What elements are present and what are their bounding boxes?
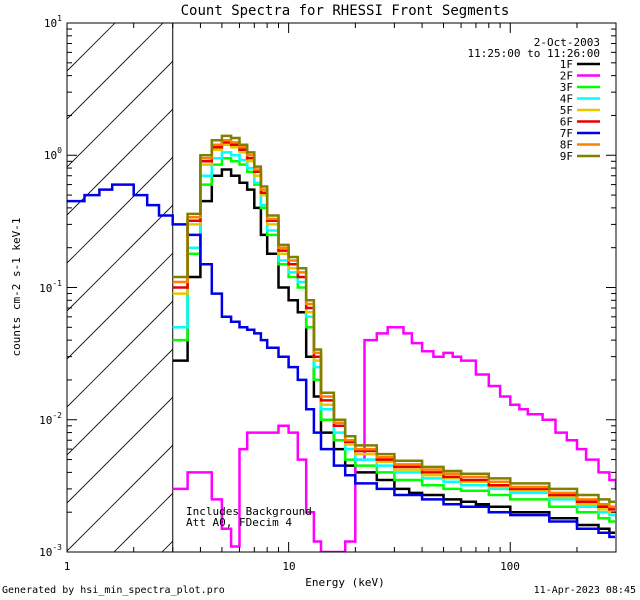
series-line-4F	[172, 151, 615, 517]
legend-label: 5F	[560, 104, 573, 117]
svg-text:101: 101	[44, 14, 62, 30]
svg-text:10-3: 10-3	[39, 543, 62, 559]
footer-generator: Generated by hsi_min_spectra_plot.pro	[2, 585, 225, 596]
hatch-line	[67, 108, 173, 216]
y-axis-label: counts cm-2 s-1 keV-1	[10, 217, 23, 356]
plot-frame	[66, 22, 617, 553]
svg-text:100: 100	[44, 146, 62, 162]
x-axis-label: Energy (keV)	[305, 576, 384, 589]
series-line-7F	[67, 183, 615, 539]
y-tick-label: 10-2	[39, 411, 62, 427]
hatch-line	[67, 23, 164, 120]
y-tick-label: 101	[44, 14, 62, 30]
x-tick-label: 1	[64, 560, 71, 573]
svg-text:10-1: 10-1	[39, 279, 62, 295]
series-line-2F	[172, 326, 616, 552]
date-label: 2-Oct-2003	[534, 36, 600, 49]
legend-label: 6F	[560, 116, 573, 129]
legend-label: 1F	[560, 58, 573, 71]
annotation-line: Includes Background	[186, 505, 312, 518]
legend-label: 3F	[560, 81, 573, 94]
x-tick-label: 10	[282, 560, 295, 573]
y-tick-label: 10-1	[39, 279, 62, 295]
y-tick-label: 100	[44, 146, 62, 162]
series-line-9F	[172, 134, 615, 503]
series-lines	[67, 134, 616, 552]
series-line-3F	[172, 156, 615, 523]
svg-text:10-2: 10-2	[39, 411, 62, 427]
series-line-5F	[172, 143, 615, 514]
legend-label: 9F	[560, 150, 573, 163]
hatch-line	[67, 444, 173, 552]
legend-label: 8F	[560, 139, 573, 152]
hatch-line	[67, 60, 173, 168]
hatch-line	[67, 252, 173, 360]
y-tick-label: 10-3	[39, 543, 62, 559]
footer-timestamp: 11-Apr-2023 08:45	[533, 585, 636, 596]
x-tick-label: 100	[500, 560, 520, 573]
legend-label: 2F	[560, 70, 573, 83]
annotation-line: Att A0, FDecim 4	[186, 516, 292, 529]
chart-title: Count Spectra for RHESSI Front Segments	[181, 3, 510, 19]
series-line-6F	[172, 141, 615, 511]
hatch-line	[67, 204, 173, 312]
time-range-label: 11:25:00 to 11:26:00	[468, 47, 600, 60]
hatched-region	[67, 23, 174, 552]
series-line-8F	[172, 138, 615, 508]
legend-label: 7F	[560, 127, 573, 140]
hatch-line	[67, 396, 173, 504]
legend-label: 4F	[560, 93, 573, 106]
